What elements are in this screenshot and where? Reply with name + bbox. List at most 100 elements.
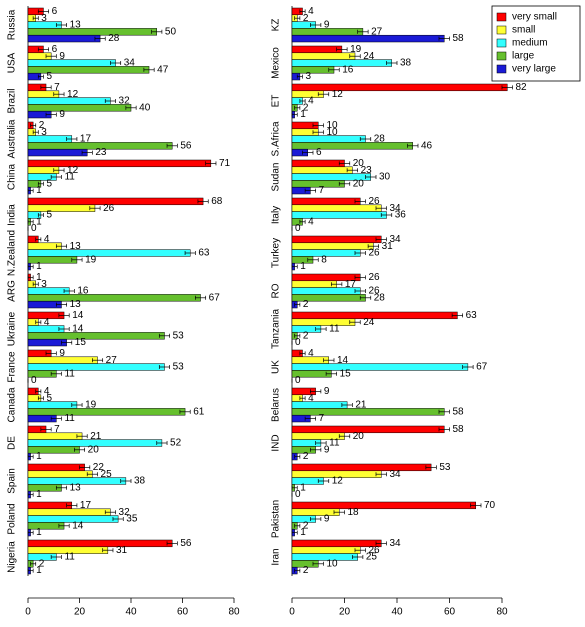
data-label: 24 <box>363 51 375 62</box>
error-bar <box>50 175 62 179</box>
bar <box>291 242 374 250</box>
data-label: 20 <box>353 178 365 189</box>
bar <box>291 425 445 434</box>
error-bar <box>336 47 348 52</box>
error-bar <box>55 244 67 249</box>
data-label: 28 <box>374 292 386 303</box>
bar <box>27 508 111 516</box>
data-label: 53 <box>173 362 185 373</box>
data-label: 1 <box>300 482 306 493</box>
error-bar <box>27 530 34 535</box>
error-bar <box>328 67 340 72</box>
error-bar <box>27 264 34 269</box>
error-bar <box>317 92 330 97</box>
data-label: 17 <box>80 500 92 511</box>
error-bar <box>166 541 178 546</box>
error-bar <box>338 161 351 166</box>
data-label: 50 <box>165 26 177 37</box>
bar <box>291 318 356 326</box>
data-label: 3 <box>41 127 47 138</box>
data-label: 61 <box>193 406 205 417</box>
error-bar <box>315 327 327 331</box>
data-label: 11 <box>329 438 340 449</box>
category-label: IND <box>271 434 282 451</box>
x-tick-label: 60 <box>177 607 189 618</box>
data-label: 4 <box>308 6 314 17</box>
error-bar <box>40 85 52 90</box>
data-label: 10 <box>327 127 339 138</box>
error-bar <box>310 517 322 521</box>
data-label: 3 <box>41 279 47 290</box>
data-label: 12 <box>67 165 79 176</box>
data-label: 15 <box>75 337 87 348</box>
bar <box>27 332 165 340</box>
data-label: 11 <box>64 172 75 183</box>
data-label: 16 <box>342 64 354 75</box>
error-bar <box>79 465 91 470</box>
legend-box <box>491 5 581 82</box>
error-bar <box>312 561 324 566</box>
error-bar <box>380 213 393 217</box>
bar <box>291 135 366 143</box>
data-label: 1 <box>300 261 306 272</box>
data-label: 19 <box>350 44 362 55</box>
error-bar <box>299 99 306 103</box>
bar <box>291 401 348 409</box>
bar <box>291 463 432 472</box>
error-bar <box>110 61 122 65</box>
error-bar <box>58 523 70 528</box>
error-bar <box>501 85 513 90</box>
error-bar <box>302 150 314 155</box>
data-label: 4 <box>308 216 314 227</box>
data-label: 26 <box>369 248 381 259</box>
error-bar <box>438 427 450 432</box>
bar <box>27 135 73 143</box>
bar <box>291 52 356 60</box>
category-label: Brazil <box>7 88 18 113</box>
error-bar <box>40 427 52 432</box>
bar <box>27 197 204 206</box>
data-label: 32 <box>119 96 131 107</box>
legend-swatch <box>496 25 507 35</box>
data-label: 23 <box>95 147 107 158</box>
error-bar <box>354 199 366 204</box>
bar <box>291 45 343 54</box>
category-label: France <box>7 351 18 383</box>
error-bar <box>291 530 298 535</box>
error-bar <box>299 396 306 401</box>
error-bar <box>349 54 361 59</box>
error-bar <box>291 485 298 490</box>
error-bar <box>50 416 62 421</box>
data-label: 38 <box>400 58 412 69</box>
data-label: 6 <box>316 147 322 158</box>
data-label: 14 <box>72 324 84 335</box>
data-label: 5 <box>46 393 52 404</box>
data-label: 34 <box>390 469 402 480</box>
data-label: 2 <box>303 565 309 576</box>
error-bar <box>61 340 73 345</box>
data-label: 53 <box>173 330 185 341</box>
error-bar <box>179 409 191 414</box>
data-label: 67 <box>209 292 221 303</box>
bar <box>291 363 469 371</box>
data-label: 3 <box>306 71 312 82</box>
data-label: 7 <box>54 424 60 435</box>
error-bar <box>359 295 372 300</box>
data-label: 20 <box>88 444 100 455</box>
error-bar <box>37 396 44 401</box>
bar <box>291 553 358 561</box>
error-bar <box>299 219 306 224</box>
data-label: 6 <box>52 44 58 55</box>
data-label: 13 <box>70 482 82 493</box>
data-label: 6 <box>52 6 58 17</box>
data-label: 2 <box>303 330 309 341</box>
data-label: 9 <box>324 386 330 397</box>
data-label: 9 <box>324 20 330 31</box>
error-bar <box>50 555 62 559</box>
category-label: Spain <box>7 468 18 494</box>
bar <box>27 204 96 212</box>
data-label: 0 <box>295 223 301 234</box>
bar <box>291 280 337 288</box>
data-label: 4 <box>308 348 314 359</box>
error-bar <box>32 16 39 21</box>
